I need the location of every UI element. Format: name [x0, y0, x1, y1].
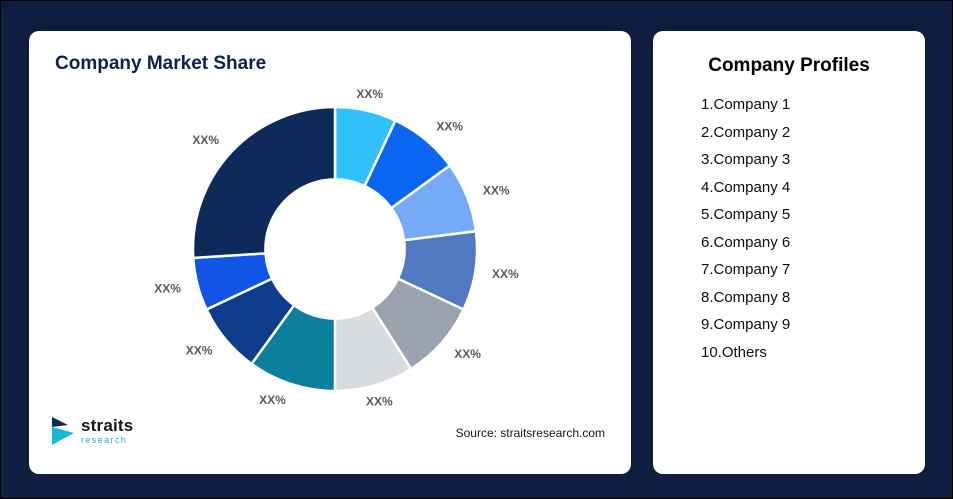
- slice-label: XX%: [366, 395, 393, 409]
- logo-text: straits research: [81, 417, 133, 445]
- market-share-donut: XX% XX% XX% XX% XX% XX% XX% XX% XX% XX%: [154, 87, 519, 409]
- list-item: 4.Company 4: [701, 178, 791, 196]
- slice-label: XX%: [192, 133, 219, 147]
- donut-chart-area: XX% XX% XX% XX% XX% XX% XX% XX% XX% XX%: [39, 77, 621, 427]
- company-list: 1.Company 1 2.Company 2 3.Company 3 4.Compa…: [653, 91, 925, 366]
- list-item: 1.Company 1: [701, 96, 791, 113]
- slice-label: XX%: [356, 87, 383, 101]
- straits-research-logo: straits research: [51, 416, 133, 446]
- donut-segment: [191, 105, 337, 260]
- list-item: 6.Company 6: [701, 233, 791, 251]
- list-item: 2.Company 2: [701, 123, 791, 141]
- list-item: 3.Company 3: [701, 151, 791, 168]
- logo-icon: [52, 417, 74, 445]
- market-share-card: Company Market Share XX% XX% XX% XX% XX% XX% X…: [29, 31, 631, 474]
- slice-label: XX%: [436, 119, 463, 133]
- logo-name: straits: [81, 416, 134, 435]
- source-text: Source: straitsresearch.com: [455, 426, 605, 440]
- logo-subtitle: research: [81, 435, 128, 445]
- list-item: 5.Company 5: [701, 206, 791, 223]
- list-item: 8.Company 8: [701, 288, 791, 306]
- slice-label: XX%: [454, 347, 481, 361]
- list-item: 9.Company 9: [701, 316, 791, 333]
- list-item: 7.Company 7: [701, 261, 791, 278]
- chart-title: Company Market Share: [55, 53, 267, 74]
- list-item: 10.Others: [701, 343, 767, 361]
- company-profiles-card: Company Profiles 1.Company 1 2.Company 2 3…: [653, 31, 925, 474]
- slice-label: XX%: [483, 183, 510, 197]
- slice-label: XX%: [492, 267, 519, 281]
- profiles-title: Company Profiles: [708, 55, 870, 76]
- slice-label: XX%: [259, 393, 286, 407]
- slice-label: XX%: [186, 343, 213, 357]
- slice-label: XX%: [154, 282, 181, 296]
